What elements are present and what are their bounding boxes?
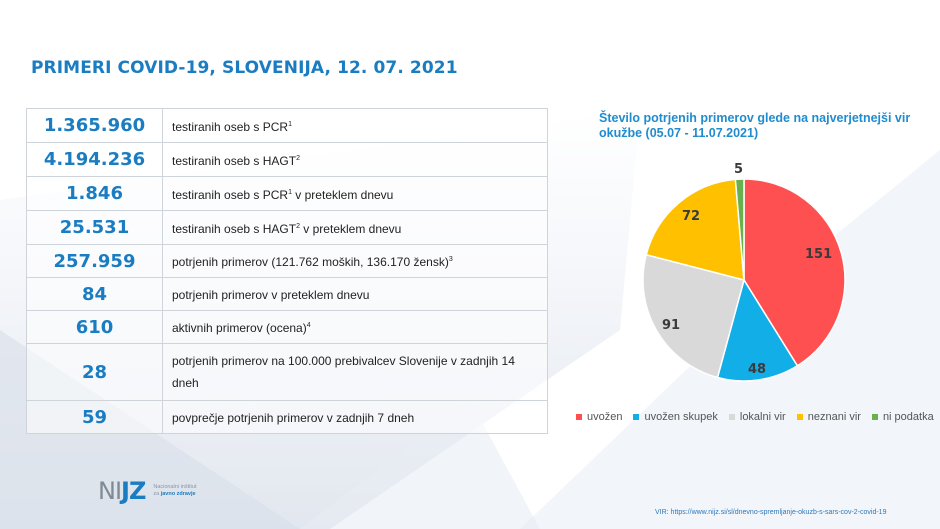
pie-data-label: 91 (662, 318, 681, 333)
stat-value: 4.194.236 (26, 142, 163, 177)
pie-data-label: 48 (748, 362, 767, 377)
stat-description: testiranih oseb s PCR1 v preteklem dnevu (162, 176, 548, 211)
legend-swatch-icon (871, 414, 878, 420)
stat-value: 610 (26, 310, 163, 344)
pie-data-label: 5 (734, 162, 744, 177)
legend-swatch-icon (728, 414, 735, 420)
stat-description: aktivnih primerov (ocena)4 (162, 310, 548, 344)
table-row: 25.531 testiranih oseb s HAGT2 v pretekle… (26, 210, 548, 245)
legend-item: lokalni vir (728, 411, 786, 423)
table-row: 59 povprečje potrjenih primerov v zadnjih… (26, 400, 548, 434)
legend-label: neznani vir (807, 411, 861, 423)
stat-value: 1.365.960 (26, 108, 163, 143)
legend-item: uvožen (576, 411, 622, 423)
stats-table: 1.365.960 testiranih oseb s PCR1 4.194.236… (26, 108, 548, 434)
legend-swatch-icon (796, 414, 803, 420)
stat-value: 28 (26, 343, 163, 401)
page-title: PRIMERI COVID-19, SLOVENIJA, 12. 07. 202… (31, 58, 458, 78)
legend-label: uvožen (587, 411, 623, 423)
stat-value: 257.959 (26, 244, 163, 278)
pie-slice (642, 253, 745, 379)
stat-description: potrjenih primerov (121.762 moških, 136.… (162, 244, 548, 278)
stat-value: 59 (26, 400, 163, 434)
stat-description: potrjenih primerov na 100.000 prebivalce… (162, 343, 548, 401)
stat-description: potrjenih primerov v preteklem dnevu (162, 277, 548, 311)
pie-slice (734, 178, 745, 281)
stat-description: testiranih oseb s HAGT2 v preteklem dnev… (162, 210, 548, 245)
legend-swatch-icon (576, 414, 582, 420)
table-row: 28 potrjenih primerov na 100.000 prebival… (26, 343, 548, 401)
table-row: 610 aktivnih primerov (ocena)4 (26, 310, 548, 344)
stat-description: testiranih oseb s HAGT2 (162, 142, 548, 177)
table-row: 1.846 testiranih oseb s PCR1 v preteklem … (26, 176, 548, 211)
legend-label: uvožen skupek (644, 411, 718, 423)
chart-legend: uvožen uvožen skupek lokalni vir neznani vi… (576, 411, 934, 423)
legend-item: uvožen skupek (633, 411, 718, 423)
stat-value: 84 (26, 277, 163, 311)
stat-value: 1.846 (26, 176, 163, 211)
legend-item: neznani vir (796, 411, 861, 423)
logo-mark: NIJZ (98, 477, 146, 505)
legend-swatch-icon (633, 414, 640, 420)
pie-data-label: 151 (805, 247, 833, 262)
table-row: 1.365.960 testiranih oseb s PCR1 (26, 108, 548, 143)
nijz-logo: NIJZ Nacionalni inštitut za javno zdravj… (98, 477, 196, 505)
pie-data-label: 72 (682, 209, 701, 224)
stat-value: 25.531 (26, 210, 163, 245)
pie-slice (645, 178, 745, 281)
legend-item: ni podatka (871, 411, 934, 423)
source-link[interactable]: VIR: https://www.nijz.si/sl/dnevno-sprem… (655, 509, 887, 516)
table-row: 84 potrjenih primerov v preteklem dnevu (26, 277, 548, 311)
pie-slice (743, 178, 846, 367)
legend-label: lokalni vir (739, 411, 786, 423)
pie-chart (642, 178, 846, 382)
legend-label: ni podatka (882, 411, 934, 423)
table-row: 257.959 potrjenih primerov (121.762 moški… (26, 244, 548, 278)
logo-text: Nacionalni inštitut za javno zdravje (153, 484, 197, 497)
chart-title: Število potrjenih primerov glede na najv… (599, 111, 911, 140)
stat-description: povprečje potrjenih primerov v zadnjih 7… (162, 400, 548, 434)
table-row: 4.194.236 testiranih oseb s HAGT2 (26, 142, 548, 177)
stat-description: testiranih oseb s PCR1 (162, 108, 548, 143)
